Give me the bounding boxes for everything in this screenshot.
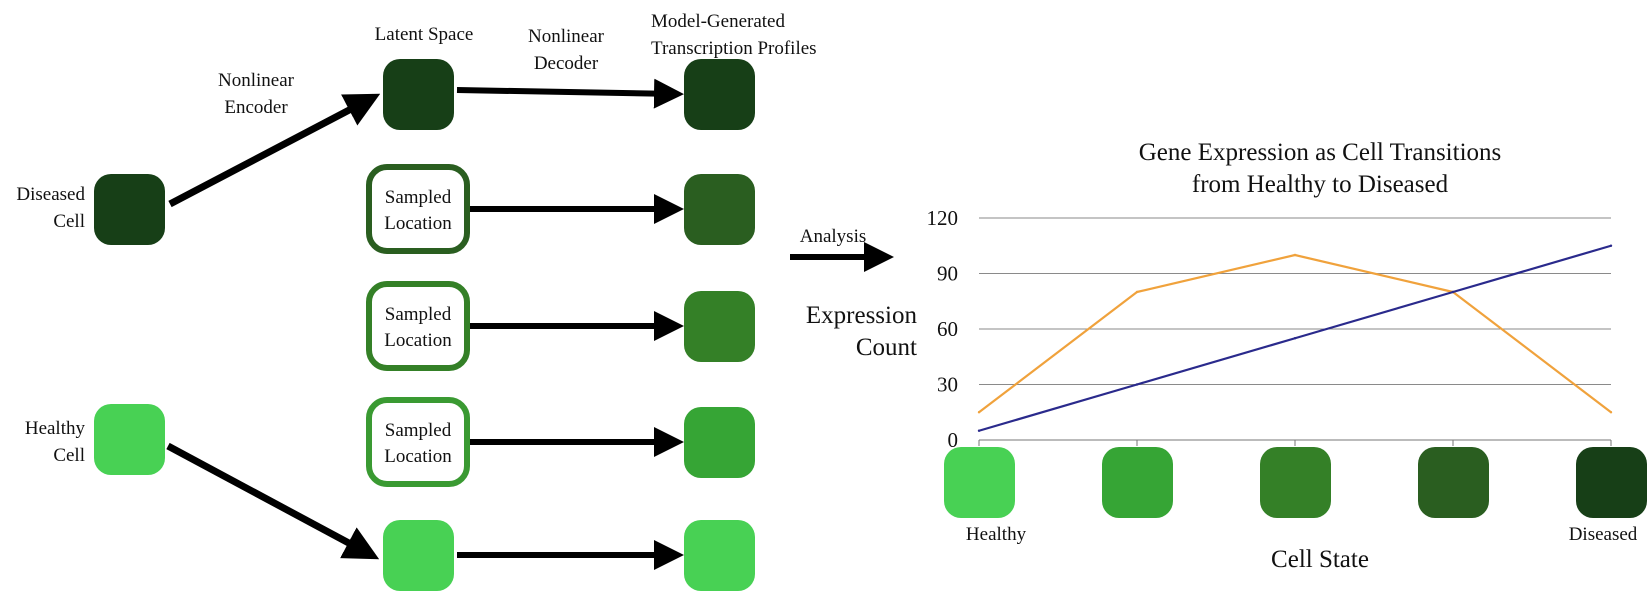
y-tick-label: 120 <box>927 206 959 230</box>
data-point <box>1451 290 1455 294</box>
x-right-label: Diseased <box>1569 524 1638 545</box>
diseased-cell-label: Diseased <box>16 184 85 205</box>
cell-state-marker <box>1102 447 1173 518</box>
data-point <box>1135 383 1139 386</box>
chart-subtitle: from Healthy to Diseased <box>1192 171 1449 198</box>
sampled-location-label: Sampled <box>385 304 452 325</box>
chart-series <box>977 244 1613 432</box>
decoder-arrow <box>456 78 684 109</box>
cell-state-markers <box>944 447 1647 518</box>
decoder-label-2: Decoder <box>534 53 599 74</box>
sampled-location-label: Sampled <box>385 420 452 441</box>
y-tick-label: 90 <box>937 262 958 286</box>
y-axis-label-2: Count <box>856 334 917 361</box>
sampled-location-label-2: Location <box>384 446 452 467</box>
output-profile-node <box>684 59 755 130</box>
data-point <box>977 429 981 432</box>
output-profile-node <box>684 520 755 591</box>
latent-node <box>383 59 454 130</box>
output-column <box>684 59 755 591</box>
output-label-2: Transcription Profiles <box>651 38 817 59</box>
data-point <box>1609 411 1613 414</box>
cell-state-marker <box>1576 447 1647 518</box>
series-line <box>978 253 1612 414</box>
analysis-label: Analysis <box>800 226 867 247</box>
output-profile-node <box>684 291 755 362</box>
encoder-arrow-diseased <box>168 93 381 208</box>
arrows <box>456 78 684 570</box>
x-left-label: Healthy <box>966 524 1027 545</box>
output-label: Model-Generated <box>651 11 785 32</box>
y-tick-label: 0 <box>948 428 959 452</box>
cell-state-marker <box>1418 447 1489 518</box>
line-chart: Gene Expression as Cell Transitions from… <box>806 139 1647 573</box>
y-tick-label: 60 <box>937 317 958 341</box>
data-point <box>977 411 981 414</box>
y-axis-label: Expression <box>806 302 918 329</box>
output-profile-node <box>684 174 755 245</box>
y-tick-label: 30 <box>937 373 958 397</box>
healthy-cell-label-2: Cell <box>53 445 85 466</box>
sampled-location-node <box>366 397 470 487</box>
healthy-cell-node <box>94 404 165 475</box>
data-point <box>1135 290 1139 294</box>
diseased-cell-node <box>94 174 165 245</box>
latent-space-label: Latent Space <box>375 24 474 45</box>
encoder-label: Nonlinear <box>218 70 295 91</box>
latent-column: Sampled Location Sampled Location Sampled Loc… <box>366 59 470 591</box>
data-point <box>1293 337 1297 340</box>
data-point <box>1609 244 1613 247</box>
encoder-arrow-healthy <box>166 442 380 560</box>
chart-title: Gene Expression as Cell Transitions <box>1139 139 1502 166</box>
sampled-location-node <box>366 164 470 254</box>
latent-node <box>383 520 454 591</box>
data-point <box>1293 253 1297 257</box>
healthy-cell-label: Healthy <box>25 418 86 439</box>
encoder-label-2: Encoder <box>224 97 288 118</box>
output-profile-node <box>684 407 755 478</box>
chart-grid <box>978 217 1612 446</box>
sampled-location-label-2: Location <box>384 213 452 234</box>
x-axis-label: Cell State <box>1271 546 1369 573</box>
y-tick-labels: 0 30 60 90 120 <box>927 206 959 452</box>
sampled-location-node <box>366 281 470 371</box>
sampled-location-label-2: Location <box>384 330 452 351</box>
diseased-cell-label-2: Cell <box>53 211 85 232</box>
decoder-label: Nonlinear <box>528 26 605 47</box>
cell-state-marker <box>1260 447 1331 518</box>
encoder-decoder-diagram: Diseased Cell Healthy Cell Nonlinear Enc… <box>16 11 894 591</box>
sampled-location-label: Sampled <box>385 187 452 208</box>
cell-state-marker <box>944 447 1015 518</box>
